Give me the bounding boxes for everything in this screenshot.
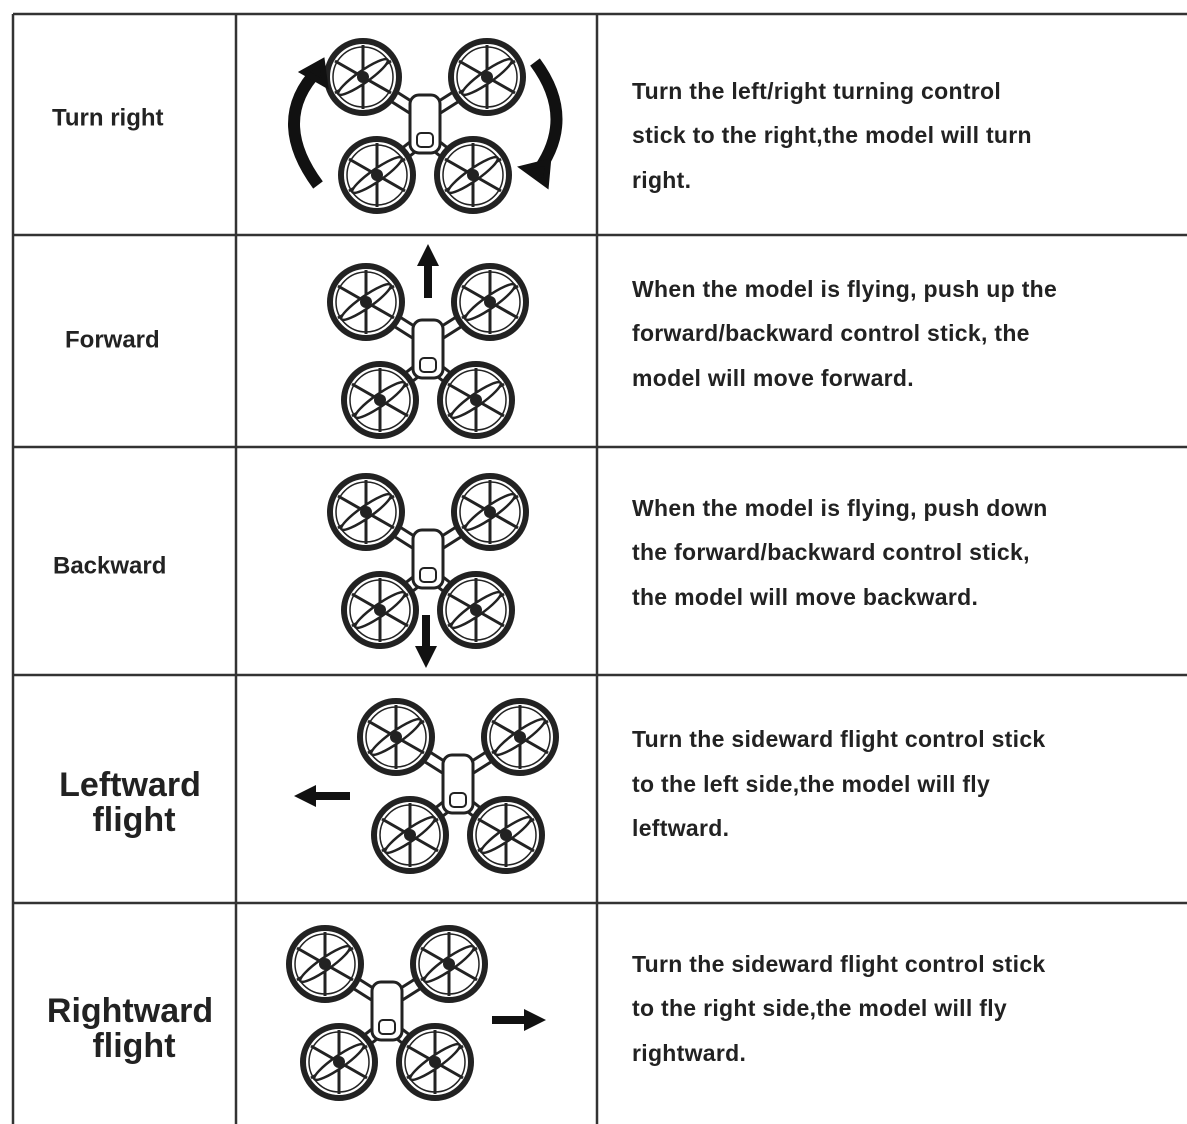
action-label: Rightward [47, 992, 213, 1030]
action-label: Turn right [52, 104, 164, 131]
action-label: Forward [65, 326, 160, 353]
rotate-arrow [288, 65, 323, 189]
direction-arrowhead [417, 244, 439, 266]
rotate-arrowhead [517, 158, 552, 190]
description-line: Turn the left/right turning control [632, 78, 1001, 104]
action-label: flight [92, 1027, 175, 1065]
rotate-arrowhead [297, 57, 329, 90]
description-line: to the left side,the model will fly [632, 771, 990, 797]
description-line: When the model is flying, push up the [632, 276, 1057, 302]
description-line: stick to the right,the model will turn [632, 122, 1032, 148]
description-line: Turn the sideward flight control stick [632, 726, 1046, 752]
description-line: leftward. [632, 815, 729, 841]
direction-arrowhead [415, 646, 437, 668]
description-line: the model will move backward. [632, 584, 978, 610]
description-line: Turn the sideward flight control stick [632, 951, 1046, 977]
drone-icon [327, 41, 523, 211]
description-line: the forward/backward control stick, [632, 539, 1030, 565]
action-label: Leftward [59, 766, 201, 804]
action-label: flight [92, 801, 175, 839]
drone-icon [289, 928, 485, 1098]
description-line: right. [632, 167, 691, 193]
table-grid [11, 12, 1187, 1124]
action-label: Backward [53, 552, 166, 579]
drone-icon [360, 701, 556, 871]
description-line: forward/backward control stick, the [632, 320, 1030, 346]
direction-arrowhead [524, 1009, 546, 1031]
descriptions: Turn the left/right turning control stic… [632, 78, 1057, 1066]
rotate-arrow [530, 58, 563, 179]
description-line: rightward. [632, 1040, 746, 1066]
drone-illustrations [289, 41, 557, 1098]
direction-arrowhead [294, 785, 316, 807]
description-line: When the model is flying, push down [632, 495, 1048, 521]
description-line: model will move forward. [632, 365, 914, 391]
action-labels: Turn right Forward Backward Leftward fli… [47, 104, 213, 1065]
description-line: to the right side,the model will fly [632, 995, 1007, 1021]
